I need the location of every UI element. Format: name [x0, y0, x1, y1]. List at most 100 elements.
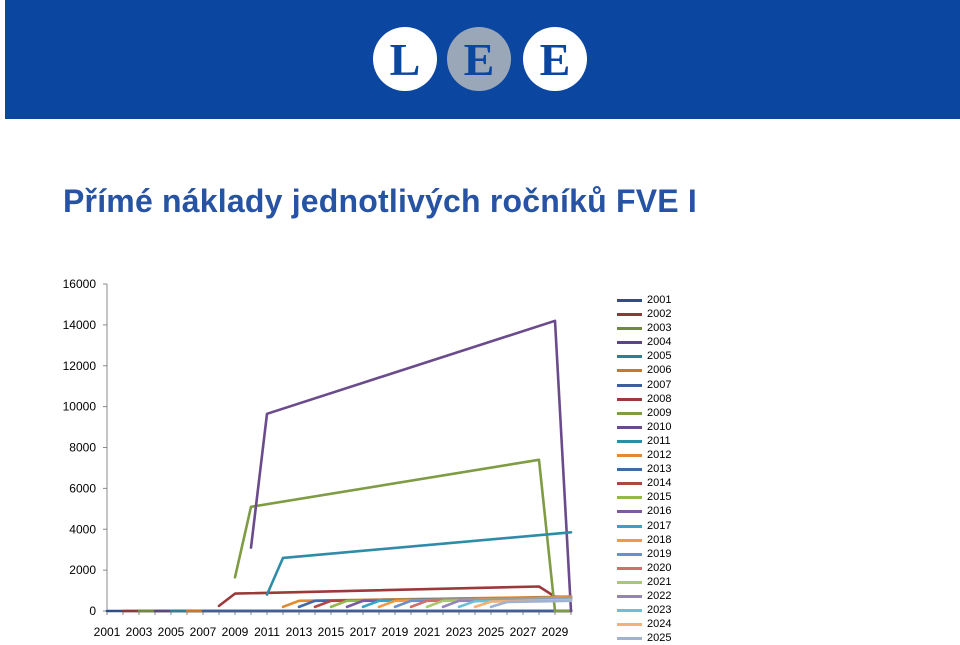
legend-item-2021: 2021 [617, 575, 697, 589]
legend-label: 2024 [647, 618, 672, 631]
legend-item-2023: 2023 [617, 603, 697, 617]
legend-item-2006: 2006 [617, 363, 697, 377]
legend-swatch [617, 341, 642, 345]
legend-label: 2006 [647, 364, 672, 377]
y-tick-label: 8000 [69, 441, 96, 455]
legend-label: 2009 [647, 406, 672, 419]
legend-label: 2018 [647, 533, 672, 546]
legend-swatch [617, 411, 642, 415]
legend-label: 2007 [647, 378, 672, 391]
legend-swatch [617, 327, 642, 331]
legend-swatch [617, 425, 642, 429]
legend-label: 2008 [647, 392, 672, 405]
legend-item-2005: 2005 [617, 349, 697, 363]
legend-swatch [617, 369, 642, 373]
x-tick-label: 2009 [222, 625, 249, 639]
y-tick-label: 2000 [69, 563, 96, 577]
legend-label: 2022 [647, 589, 672, 602]
chart-legend: 2001 2002 2003 2004 2005 2006 2007 2008 2009 2010… [617, 293, 697, 645]
legend-item-2011: 2011 [617, 434, 697, 448]
x-tick-label: 2013 [286, 625, 313, 639]
legend-label: 2021 [647, 575, 672, 588]
legend-item-2009: 2009 [617, 406, 697, 420]
legend-item-2014: 2014 [617, 476, 697, 490]
x-tick-label: 2007 [190, 625, 217, 639]
legend-label: 2012 [647, 449, 672, 462]
x-tick-label: 2029 [542, 625, 569, 639]
legend-swatch [617, 454, 642, 458]
legend-item-2025: 2025 [617, 631, 697, 645]
legend-item-2024: 2024 [617, 617, 697, 631]
x-tick-label: 2023 [446, 625, 473, 639]
legend-label: 2002 [647, 308, 672, 321]
legend-swatch [617, 538, 642, 542]
legend-item-2008: 2008 [617, 392, 697, 406]
legend-label: 2001 [647, 294, 672, 306]
header-banner: L E E [5, 0, 960, 119]
logo-letter-e-gray: E [447, 27, 511, 91]
x-tick-label: 2001 [94, 625, 121, 639]
legend-label: 2003 [647, 322, 672, 335]
legend-swatch [617, 609, 642, 613]
legend-label: 2011 [647, 434, 671, 447]
legend-label: 2023 [647, 604, 672, 617]
legend-swatch [617, 594, 642, 598]
series-line-2009 [233, 458, 573, 613]
legend-label: 2016 [647, 505, 672, 518]
legend-label: 2020 [647, 561, 672, 574]
x-tick-label: 2005 [158, 625, 185, 639]
legend-swatch [617, 355, 642, 359]
legend-item-2019: 2019 [617, 547, 697, 561]
legend-swatch [617, 383, 642, 387]
legend-item-2018: 2018 [617, 533, 697, 547]
legend-label: 2015 [647, 491, 672, 504]
legend-item-2015: 2015 [617, 490, 697, 504]
legend-swatch [617, 580, 642, 584]
y-tick-label: 12000 [63, 359, 97, 373]
legend-label: 2019 [647, 547, 672, 560]
x-tick-label: 2011 [254, 625, 280, 639]
legend-label: 2013 [647, 463, 672, 476]
legend-item-2007: 2007 [617, 378, 697, 392]
legend-swatch [617, 397, 642, 401]
legend-swatch [617, 496, 642, 500]
legend-swatch [617, 510, 642, 514]
legend-item-2003: 2003 [617, 321, 697, 335]
legend-label: 2010 [647, 420, 672, 433]
x-tick-label: 2027 [510, 625, 537, 639]
legend-item-2022: 2022 [617, 589, 697, 603]
slide-title: Přímé náklady jednotlivých ročníků FVE I [63, 183, 697, 219]
y-tick-label: 10000 [63, 400, 97, 414]
legend-item-2013: 2013 [617, 462, 697, 476]
legend-swatch [617, 552, 642, 556]
y-tick-label: 4000 [69, 522, 96, 536]
legend-swatch [617, 439, 642, 443]
x-tick-label: 2021 [414, 625, 441, 639]
x-tick-label: 2017 [350, 625, 377, 639]
y-tick-label: 16000 [63, 277, 97, 291]
legend-swatch [617, 623, 642, 627]
legend-item-2002: 2002 [617, 307, 697, 321]
legend-item-2012: 2012 [617, 448, 697, 462]
x-tick-label: 2019 [382, 625, 409, 639]
x-tick-label: 2015 [318, 625, 345, 639]
legend-swatch [617, 482, 642, 486]
x-tick-label: 2003 [126, 625, 153, 639]
legend-swatch [617, 299, 642, 302]
legend-swatch [617, 566, 642, 570]
series-line-2011 [265, 530, 573, 596]
y-tick-label: 6000 [69, 481, 96, 495]
legend-label: 2014 [647, 477, 672, 490]
x-tick-label: 2025 [478, 625, 505, 639]
legend-swatch [617, 313, 642, 317]
series-line-2025 [489, 599, 573, 609]
y-tick-label: 14000 [63, 318, 97, 332]
legend-swatch [617, 637, 642, 641]
legend-swatch [617, 524, 642, 528]
legend-item-2010: 2010 [617, 420, 697, 434]
y-tick-label: 0 [89, 604, 96, 618]
legend-item-2004: 2004 [617, 335, 697, 349]
legend-label: 2017 [647, 519, 672, 532]
legend-item-2016: 2016 [617, 504, 697, 518]
legend-item-2020: 2020 [617, 561, 697, 575]
